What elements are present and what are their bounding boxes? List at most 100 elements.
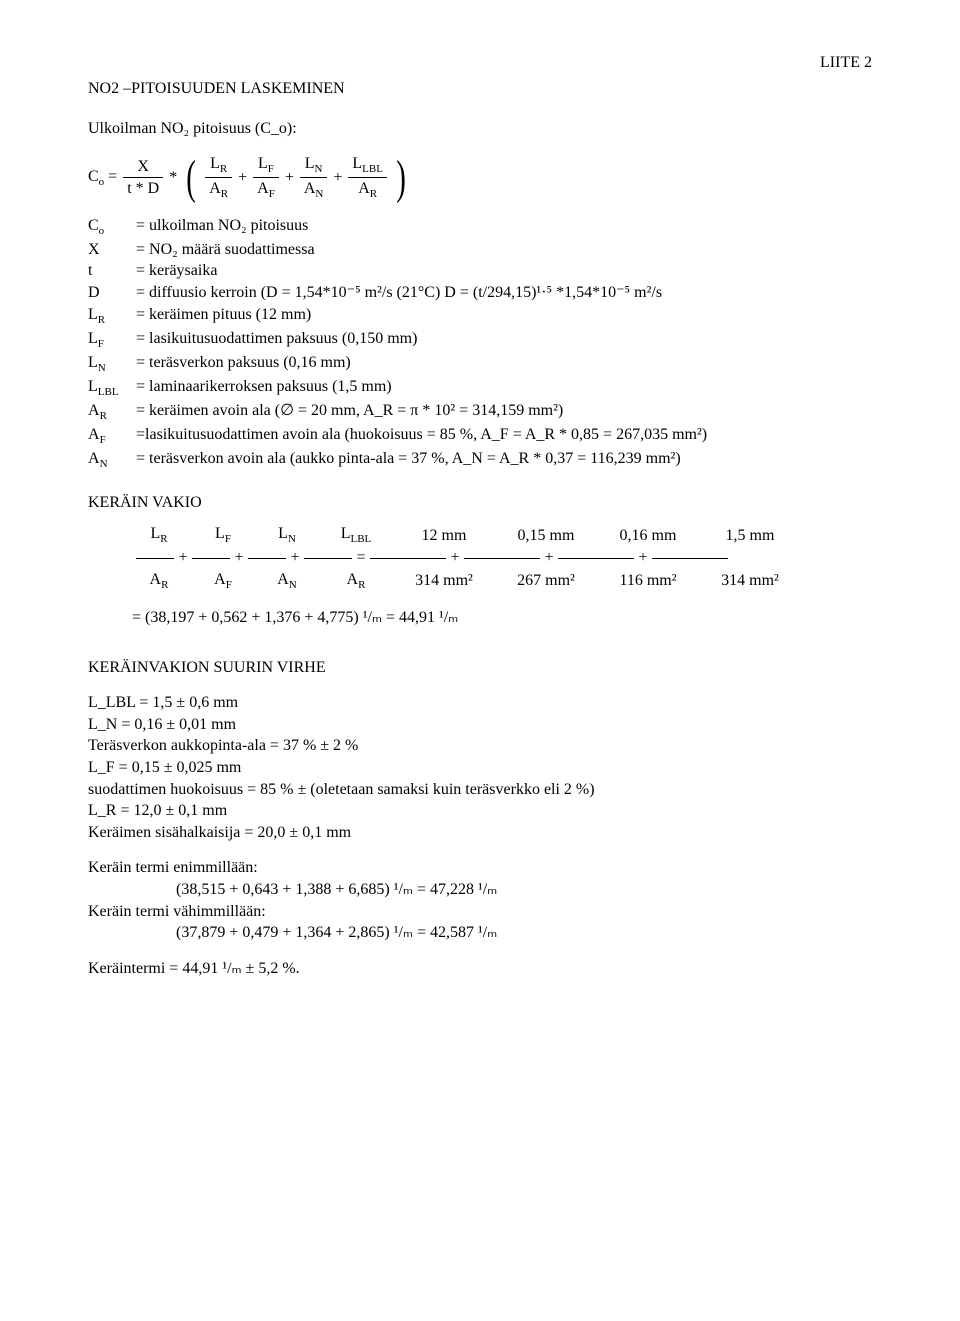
frac-den: AR xyxy=(205,180,232,200)
kv-bot-cell: AR xyxy=(132,569,186,593)
frac-term: LLBL AR xyxy=(348,155,387,201)
frac-term: LF AF xyxy=(253,155,279,201)
definition-text: = lasikuitusuodattimen paksuus (0,150 mm… xyxy=(136,328,872,352)
formula-star: * xyxy=(169,167,177,189)
kerain-vakio-result: = (38,197 + 0,562 + 1,376 + 4,775) ¹/ₘ =… xyxy=(132,607,872,629)
frac-den: AN xyxy=(300,180,328,200)
kv-top-cell: 0,15 mm xyxy=(500,525,592,547)
definition-row: LF= lasikuitusuodattimen paksuus (0,150 … xyxy=(88,328,872,352)
virhe-line: L_N = 0,16 ± 0,01 mm xyxy=(88,714,872,736)
definition-row: LR= keräimen pituus (12 mm) xyxy=(88,304,872,328)
frac-bar xyxy=(123,177,163,178)
vahimm-calc: (37,879 + 0,479 + 1,364 + 2,865) ¹/ₘ = 4… xyxy=(88,922,872,944)
definition-symbol: Co xyxy=(88,215,136,239)
kv-top-cell: 0,16 mm xyxy=(602,525,694,547)
kv-bar xyxy=(192,558,230,559)
formula-lhs: Co = xyxy=(88,166,117,190)
frac-term: LN AN xyxy=(300,155,328,201)
definition-row: AR= keräimen avoin ala (∅ = 20 mm, A_R =… xyxy=(88,400,872,424)
frac-bar xyxy=(205,177,232,178)
plus: + xyxy=(333,167,342,189)
intro: Ulkoilman NO₂ pitoisuus (C_o): xyxy=(88,118,872,140)
kv-bot-cell: AF xyxy=(196,569,250,593)
kv-sep: + xyxy=(450,547,460,569)
frac-bar xyxy=(253,177,279,178)
formula-terms: LR AR + LF AF + LN AN + LLBL AR xyxy=(205,155,387,201)
definition-symbol: LLBL xyxy=(88,376,136,400)
frac-num: X xyxy=(133,158,153,176)
kv-bot-cell: 314 mm² xyxy=(704,570,796,592)
virhe-line: L_R = 12,0 ± 0,1 mm xyxy=(88,800,872,822)
kv-bot-cell: 314 mm² xyxy=(398,570,490,592)
frac-den: AF xyxy=(253,180,279,200)
virhe-line: suodattimen huokoisuus = 85 % ± (oleteta… xyxy=(88,779,872,801)
kv-bar xyxy=(136,558,174,559)
definition-symbol: AF xyxy=(88,424,136,448)
kv-bar xyxy=(558,558,634,559)
frac-num: LF xyxy=(254,155,278,175)
kv-bar xyxy=(248,558,286,559)
formula-frac-xt: X t * D xyxy=(123,158,163,198)
frac-den: AR xyxy=(354,180,381,200)
definition-symbol: LN xyxy=(88,352,136,376)
kv-bar xyxy=(464,558,540,559)
virhe-line: Keräimen sisähalkaisija = 20,0 ± 0,1 mm xyxy=(88,822,872,844)
virhe-line: L_LBL = 1,5 ± 0,6 mm xyxy=(88,692,872,714)
frac-num: LN xyxy=(301,155,327,175)
definition-text: = ulkoilman NO₂ pitoisuus xyxy=(136,215,872,239)
definition-text: = keräysaika xyxy=(136,260,872,282)
bracket-left: ( xyxy=(186,156,196,199)
kv-bot-cell: AN xyxy=(260,569,314,593)
definitions: Co= ulkoilman NO₂ pitoisuusX= NO₂ määrä … xyxy=(88,215,872,472)
definition-row: X= NO₂ määrä suodattimessa xyxy=(88,239,872,261)
virhe-title: KERÄINVAKION SUURIN VIRHE xyxy=(88,657,872,679)
kv-top-cell: LF xyxy=(196,523,250,547)
definition-text: =lasikuitusuodattimen avoin ala (huokois… xyxy=(136,424,872,448)
kv-sep: + xyxy=(234,547,244,569)
kv-bar xyxy=(652,558,728,559)
definition-symbol: AR xyxy=(88,400,136,424)
vahimm-label: Keräin termi vähimmillään: xyxy=(88,901,872,923)
definition-row: t= keräysaika xyxy=(88,260,872,282)
frac-num: LLBL xyxy=(348,155,387,175)
enimm-calc: (38,515 + 0,643 + 1,388 + 6,685) ¹/ₘ = 4… xyxy=(88,879,872,901)
definition-row: Co= ulkoilman NO₂ pitoisuus xyxy=(88,215,872,239)
kv-sep: + xyxy=(638,547,648,569)
kv-sep: + xyxy=(544,547,554,569)
definition-row: AN= teräsverkon avoin ala (aukko pinta-a… xyxy=(88,448,872,472)
definition-row: LN= teräsverkon paksuus (0,16 mm) xyxy=(88,352,872,376)
definition-symbol: AN xyxy=(88,448,136,472)
frac-den: t * D xyxy=(123,180,163,198)
kv-sep: = xyxy=(356,547,366,569)
kv-top-cell: LR xyxy=(132,523,186,547)
virhe-line: Teräsverkon aukkopinta-ala = 37 % ± 2 % xyxy=(88,735,872,757)
enimm-label: Keräin termi enimmillään: xyxy=(88,857,872,879)
definition-text: = teräsverkon paksuus (0,16 mm) xyxy=(136,352,872,376)
definition-text: = keräimen pituus (12 mm) xyxy=(136,304,872,328)
kerain-vakio-table: LRLFLNLLBL12 mm0,15 mm0,16 mm1,5 mm+++=+… xyxy=(132,523,872,593)
kv-bar xyxy=(304,558,352,559)
definition-text: = laminaarikerroksen paksuus (1,5 mm) xyxy=(136,376,872,400)
frac-bar xyxy=(348,177,387,178)
definition-text: = NO₂ määrä suodattimessa xyxy=(136,239,872,261)
definition-symbol: LF xyxy=(88,328,136,352)
virhe-lines: L_LBL = 1,5 ± 0,6 mmL_N = 0,16 ± 0,01 mm… xyxy=(88,692,872,843)
kv-top-cell: 1,5 mm xyxy=(704,525,796,547)
final-line: Keräintermi = 44,91 ¹/ₘ ± 5,2 %. xyxy=(88,958,872,980)
kv-bot-cell: AR xyxy=(324,569,388,593)
kv-top-cell: 12 mm xyxy=(398,525,490,547)
definition-text: = diffuusio kerroin (D = 1,54*10⁻⁵ m²/s … xyxy=(136,282,872,304)
plus: + xyxy=(238,167,247,189)
definition-text: = keräimen avoin ala (∅ = 20 mm, A_R = π… xyxy=(136,400,872,424)
kv-bar xyxy=(370,558,446,559)
virhe-line: L_F = 0,15 ± 0,025 mm xyxy=(88,757,872,779)
frac-bar xyxy=(300,177,328,178)
kerain-vakio-title: KERÄIN VAKIO xyxy=(88,492,872,514)
kv-bot-cell: 267 mm² xyxy=(500,570,592,592)
definition-row: LLBL= laminaarikerroksen paksuus (1,5 mm… xyxy=(88,376,872,400)
header-right: LIITE 2 xyxy=(820,52,872,74)
plus: + xyxy=(285,167,294,189)
definition-row: AF=lasikuitusuodattimen avoin ala (huoko… xyxy=(88,424,872,448)
bracket-right: ) xyxy=(396,156,406,199)
kv-top-cell: LLBL xyxy=(324,523,388,547)
